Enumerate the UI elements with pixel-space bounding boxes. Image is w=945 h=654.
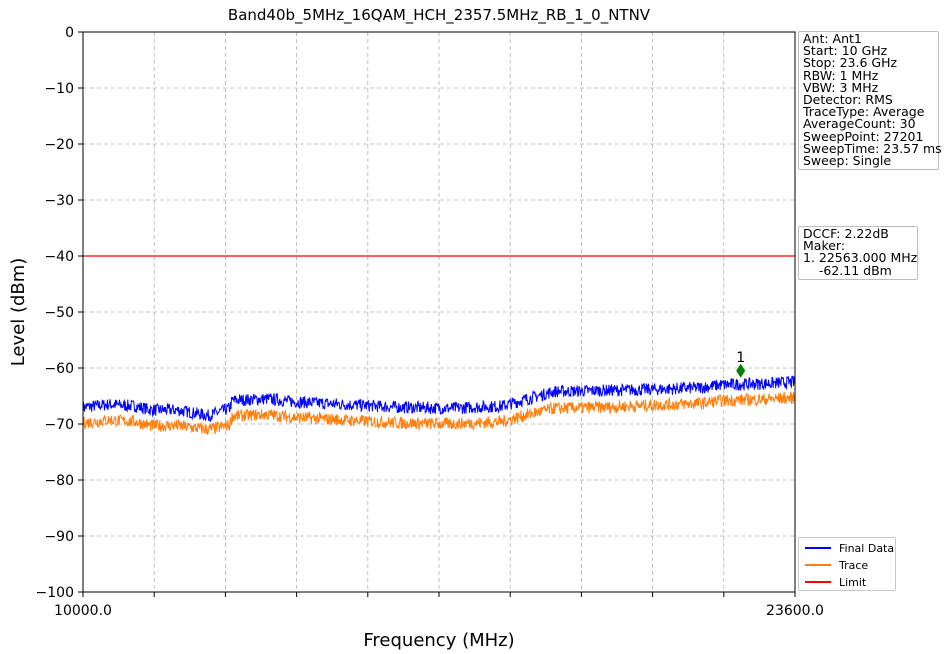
marker-label: 1 [736, 350, 745, 366]
legend-item-final-data: Final Data [805, 541, 894, 555]
grid [83, 32, 795, 592]
y-tick-label: −20 [44, 137, 74, 153]
y-tick-label: −70 [44, 417, 74, 433]
marker-diamond [736, 363, 746, 378]
settings-info-box: Ant: Ant1 Start: 10 GHz Stop: 23.6 GHz R… [798, 31, 942, 171]
legend-swatch-limit [805, 581, 831, 583]
legend-swatch-final-data [805, 547, 831, 549]
y-tick-label: −100 [36, 585, 74, 601]
marker-layer: 1 [736, 350, 746, 378]
y-axis-label: Level (dBm) [8, 258, 29, 367]
legend-swatch-trace [805, 564, 831, 566]
legend-label-limit: Limit [839, 575, 867, 589]
series-trace [82, 391, 796, 435]
y-tick-label: −90 [44, 529, 74, 545]
axes: 0 −10 −20 −30 −40 −50 −60 −70 −80 −90 −100 10000.0 2… [36, 25, 824, 619]
x-tick-label-start: 10000.0 [54, 603, 112, 619]
y-tick-label: −60 [44, 361, 74, 377]
series-final-data [82, 375, 796, 422]
y-tick-label: −10 [44, 81, 74, 97]
x-tick-label-end: 23600.0 [766, 603, 824, 619]
chart-title: Band40b_5MHz_16QAM_HCH_2357.5MHz_RB_1_0_… [228, 6, 651, 25]
legend-item-trace: Trace [805, 558, 868, 572]
legend: Final Data Trace Limit [798, 537, 896, 591]
y-tick-label: −50 [44, 305, 74, 321]
legend-label-trace: Trace [839, 558, 869, 572]
y-tick-label: −30 [44, 193, 74, 209]
y-tick-label: 0 [65, 25, 74, 41]
y-tick-label: −80 [44, 473, 74, 489]
x-axis-label: Frequency (MHz) [363, 630, 514, 651]
legend-item-limit: Limit [805, 575, 866, 589]
legend-label-final-data: Final Data [839, 541, 895, 555]
y-tick-label: −40 [44, 249, 74, 265]
series-layer [82, 255, 796, 435]
marker-info-box: DCCF: 2.22dB Maker: 1. 22563.000 MHz -62… [798, 226, 918, 280]
